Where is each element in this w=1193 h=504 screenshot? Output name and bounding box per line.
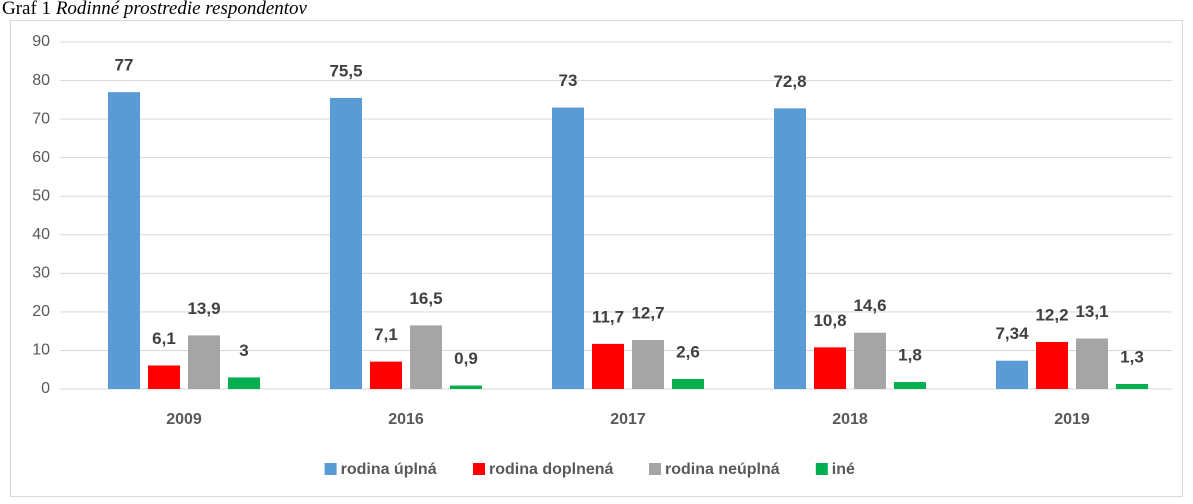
data-label: 6,1 xyxy=(152,329,176,348)
bar xyxy=(672,378,704,389)
bar xyxy=(450,385,482,389)
data-label: 75,5 xyxy=(329,61,362,80)
bar xyxy=(894,382,926,389)
x-tick-label: 2017 xyxy=(610,411,646,428)
y-tick-label: 30 xyxy=(32,265,50,282)
data-label: 13,9 xyxy=(187,299,220,318)
data-label: 1,8 xyxy=(898,346,922,365)
data-label: 0,9 xyxy=(454,349,478,368)
data-label: 72,8 xyxy=(773,72,806,91)
data-label: 12,2 xyxy=(1035,305,1068,324)
x-tick-label: 2009 xyxy=(166,411,202,428)
legend-swatch xyxy=(815,463,828,475)
y-tick-label: 0 xyxy=(41,380,50,397)
data-label: 77 xyxy=(115,56,134,75)
data-label: 14,6 xyxy=(853,296,886,315)
legend-label: iné xyxy=(832,461,855,478)
bar xyxy=(632,340,664,389)
y-tick-label: 20 xyxy=(32,303,50,320)
bar xyxy=(1116,383,1148,389)
legend-label: rodina neúplná xyxy=(665,461,780,478)
y-tick-label: 40 xyxy=(32,226,50,243)
data-label: 7,34 xyxy=(995,324,1029,343)
title-text: Rodinné prostredie respondentov xyxy=(55,0,308,19)
y-tick-label: 80 xyxy=(32,72,50,89)
data-label: 11,7 xyxy=(592,307,624,326)
bar xyxy=(774,108,806,389)
bar xyxy=(148,365,180,389)
bar xyxy=(854,332,886,389)
data-label: 10,8 xyxy=(813,311,846,330)
bar xyxy=(370,361,402,389)
bar xyxy=(108,92,140,389)
bar xyxy=(996,360,1028,389)
data-label: 3 xyxy=(239,341,248,360)
bar xyxy=(814,347,846,389)
data-label: 13,1 xyxy=(1075,302,1108,321)
y-tick-label: 50 xyxy=(32,187,50,204)
bar xyxy=(188,335,220,389)
data-label: 12,7 xyxy=(631,304,664,323)
bar xyxy=(592,343,624,389)
y-tick-label: 10 xyxy=(32,342,50,359)
bar xyxy=(330,97,362,390)
y-tick-label: 70 xyxy=(32,110,50,127)
legend-swatch xyxy=(324,463,337,475)
bar xyxy=(410,325,442,389)
y-tick-label: 60 xyxy=(32,149,50,166)
data-label: 7,1 xyxy=(374,325,398,344)
title-label: Graf 1 xyxy=(2,0,51,19)
legend-swatch xyxy=(473,463,485,475)
data-label: 2,6 xyxy=(676,342,700,361)
legend-label: rodina doplnená xyxy=(489,461,614,478)
legend-swatch xyxy=(649,463,661,475)
y-tick-label: 90 xyxy=(32,33,50,50)
chart-title: Graf 1 Rodinné prostredie respondentov xyxy=(2,0,308,19)
bar xyxy=(1076,338,1108,389)
chart-frame xyxy=(10,20,1183,497)
bar xyxy=(228,377,260,389)
data-label: 73 xyxy=(559,71,578,90)
bar xyxy=(552,107,584,390)
data-label: 16,5 xyxy=(409,289,442,308)
x-tick-label: 2018 xyxy=(832,411,868,428)
x-tick-label: 2019 xyxy=(1054,411,1090,428)
data-label: 1,3 xyxy=(1120,347,1144,366)
x-tick-label: 2016 xyxy=(388,411,424,428)
bar xyxy=(1036,341,1068,389)
legend-label: rodina úplná xyxy=(341,461,437,478)
